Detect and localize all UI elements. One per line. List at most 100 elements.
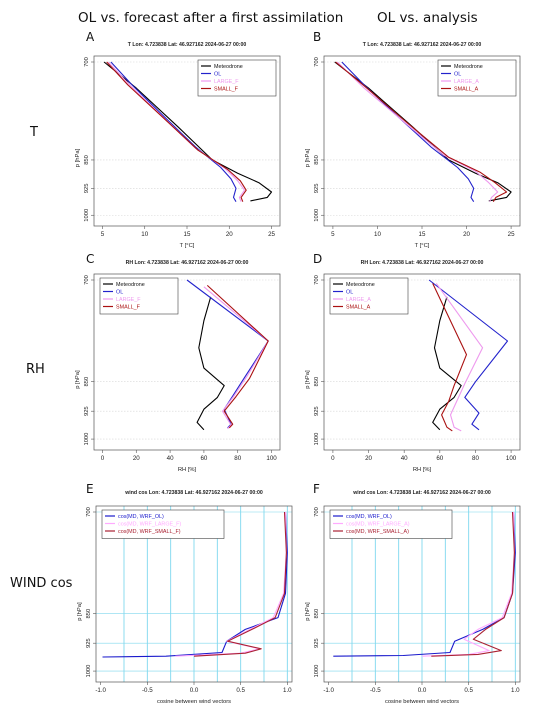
y-tick-label: 925: [314, 638, 320, 648]
y-tick-label: 700: [84, 57, 90, 67]
y-tick-label: 925: [314, 406, 320, 416]
legend-entry: SMALL_A: [454, 87, 479, 93]
y-axis-label: p [hPa]: [75, 370, 81, 389]
x-tick-label: 0: [101, 455, 105, 462]
panel-letter-b: B: [313, 30, 322, 44]
row-label-wind: WIND cos: [10, 576, 73, 591]
legend: cos(MD, WRF_OL) cos(MD, WRF_LARGE_A)cos(M…: [329, 509, 453, 539]
y-tick-label: 1000: [84, 433, 90, 446]
x-tick-label: -1.0: [95, 687, 106, 694]
series-line-4: [432, 283, 468, 432]
legend-entry: cos(MD, WRF_SMALL_F): [118, 529, 181, 535]
y-tick-label: 850: [314, 377, 320, 387]
x-tick-label: 100: [266, 455, 277, 462]
y-tick-label: 850: [84, 377, 90, 387]
x-tick-label: 0.0: [418, 687, 427, 694]
series-line-1: [333, 511, 516, 657]
x-tick-label: 80: [472, 455, 479, 462]
y-tick-label: 925: [314, 184, 320, 194]
x-tick-label: 20: [463, 231, 470, 238]
legend-entry: Meteodrone: [214, 64, 243, 70]
x-tick-label: 80: [234, 455, 241, 462]
legend-entry: cos(MD, WRF_OL): [118, 514, 164, 520]
series-line-3: [203, 286, 269, 430]
x-tick-label: -0.5: [142, 687, 153, 694]
chart-panel-d: RH Lon: 4.723838 Lat: 46.927162 2024-06-…: [305, 260, 521, 473]
x-tick-label: 25: [508, 231, 515, 238]
right-column-heading: OL vs. analysis: [377, 10, 478, 26]
left-column-heading: OL vs. forecast after a first assimilati…: [78, 10, 344, 26]
legend-box: [329, 509, 453, 539]
y-tick-label: 1000: [314, 433, 320, 446]
series-line-4: [106, 61, 247, 202]
y-tick-label: 700: [314, 275, 320, 285]
series-line-1: [432, 296, 462, 431]
row-label-rh: RH: [26, 362, 45, 377]
x-tick-label: -1.0: [323, 687, 334, 694]
chart-title: T Lon: 4.723838 Lat: 46.927162 2024-06-2…: [128, 42, 247, 48]
chart-panel-c: RH Lon: 4.723838 Lat: 46.927162 2024-06-…: [75, 260, 281, 473]
y-tick-label: 850: [314, 609, 320, 619]
series-line-2: [186, 279, 269, 429]
chart-panel-e: wind cos Lon: 4.723838 Lat: 46.927162 20…: [77, 490, 293, 705]
series-line-3: [193, 511, 287, 657]
x-tick-label: 5: [101, 231, 105, 238]
x-tick-label: 25: [268, 231, 275, 238]
panel-letter-e: E: [86, 482, 94, 496]
plot-frame: [323, 273, 521, 451]
chart-title: wind cos Lon: 4.723838 Lat: 46.927162 20…: [124, 490, 263, 496]
y-tick-label: 925: [84, 406, 90, 416]
series-line-3: [337, 61, 499, 202]
x-axis-label: RH [%]: [413, 467, 432, 473]
y-axis-label: p [hPa]: [305, 602, 311, 621]
legend-box: [197, 59, 277, 97]
x-tick-label: 1.0: [511, 687, 520, 694]
row-label-t: T: [30, 125, 38, 140]
x-axis-label: cosine between wind vectors: [157, 699, 231, 705]
series-line-1: [102, 511, 288, 658]
y-tick-label: 925: [84, 184, 90, 194]
x-tick-label: 20: [365, 455, 372, 462]
y-tick-label: 700: [314, 57, 320, 67]
x-tick-label: 10: [141, 231, 148, 238]
series-line-3: [435, 283, 484, 432]
x-tick-label: 0.5: [236, 687, 245, 694]
y-tick-label: 850: [314, 155, 320, 165]
x-tick-label: 20: [226, 231, 233, 238]
x-tick-label: 100: [506, 455, 517, 462]
chart-panel-b: T Lon: 4.723838 Lat: 46.927162 2024-06-2…: [305, 42, 521, 249]
legend-entry: SMALL_F: [214, 87, 239, 93]
series-line-1: [103, 61, 273, 202]
chart-panel-a: T Lon: 4.723838 Lat: 46.927162 2024-06-2…: [75, 42, 281, 249]
y-tick-label: 700: [84, 275, 90, 285]
x-tick-label: 15: [419, 231, 426, 238]
y-tick-label: 1000: [314, 665, 320, 678]
legend-entry: Meteodrone: [454, 64, 483, 70]
chart-title: RH Lon: 4.723838 Lat: 46.927162 2024-06-…: [361, 260, 484, 266]
x-tick-label: 40: [401, 455, 408, 462]
panel-letter-a: A: [86, 30, 95, 44]
x-axis-label: cosine between wind vectors: [385, 699, 459, 705]
legend-entry: LARGE_A: [346, 297, 371, 303]
legend-entry: LARGE_F: [214, 79, 239, 85]
x-tick-label: 40: [167, 455, 174, 462]
series-line-4: [335, 61, 508, 202]
legend-entry: LARGE_A: [454, 79, 479, 85]
x-axis-label: T [°C]: [180, 243, 195, 249]
y-tick-label: 1000: [86, 665, 92, 678]
series-line-2: [428, 279, 509, 431]
legend-entry: OL: [346, 290, 353, 296]
legend-entry: Meteodrone: [346, 282, 375, 288]
series-line-2: [110, 61, 237, 202]
legend-entry: cos(MD, WRF_LARGE_A): [346, 522, 410, 528]
legend-entry: SMALL_A: [346, 305, 371, 311]
series-line-3: [431, 511, 515, 657]
y-tick-label: 700: [86, 507, 92, 517]
x-tick-label: 20: [133, 455, 140, 462]
y-tick-label: 1000: [84, 209, 90, 222]
legend-entry: LARGE_F: [116, 297, 141, 303]
